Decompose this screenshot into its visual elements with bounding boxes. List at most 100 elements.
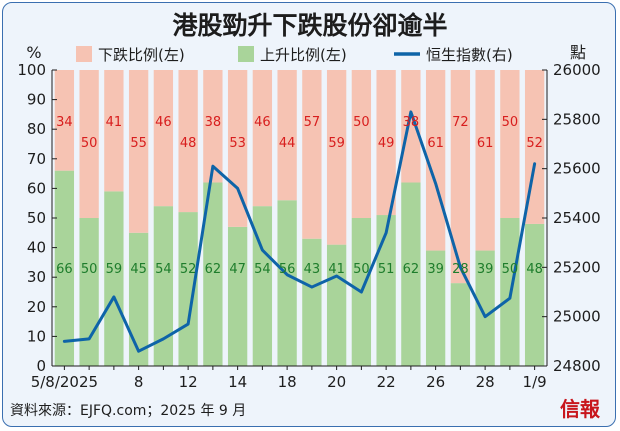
bar-up [277, 200, 297, 366]
up-value-label: 47 [229, 262, 246, 277]
down-value-label: 61 [427, 136, 444, 151]
left-tick-label: 20 [27, 298, 46, 316]
down-value-label: 72 [452, 115, 469, 130]
bar-up [54, 170, 75, 366]
down-value-label: 48 [180, 136, 197, 151]
bar-up [203, 182, 223, 366]
down-value-label: 52 [526, 136, 543, 151]
bar-down [302, 70, 322, 239]
x-tick-label: 12 [179, 373, 198, 391]
bar-up [104, 191, 124, 366]
up-value-label: 52 [180, 262, 197, 277]
bar-down [203, 70, 223, 183]
down-value-label: 57 [304, 115, 321, 130]
legend-swatch [76, 46, 92, 62]
up-value-label: 54 [155, 262, 172, 277]
down-value-label: 38 [205, 115, 222, 130]
x-tick-label: 1/9 [523, 373, 547, 391]
down-value-label: 55 [130, 136, 147, 151]
bar-down [326, 70, 347, 245]
right-tick-label: 26000 [553, 61, 601, 79]
up-value-label: 66 [56, 262, 73, 277]
bar-up [401, 182, 421, 366]
x-tick-label: 8 [134, 373, 144, 391]
down-value-label: 49 [378, 136, 395, 151]
bar-up [376, 215, 396, 366]
up-value-label: 39 [427, 262, 444, 277]
down-value-label: 61 [477, 136, 494, 151]
bar-down [401, 70, 421, 183]
bar-up [475, 250, 495, 366]
down-value-label: 50 [81, 136, 98, 151]
up-value-label: 28 [452, 262, 469, 277]
down-value-label: 59 [328, 136, 345, 151]
left-tick-label: 10 [27, 327, 46, 345]
bar-down [450, 70, 471, 284]
x-tick-label: 22 [377, 373, 396, 391]
right-tick-label: 25800 [553, 110, 601, 128]
bar-down [500, 70, 520, 218]
left-tick-label: 100 [17, 61, 46, 79]
down-value-label: 44 [279, 136, 296, 151]
up-value-label: 50 [81, 262, 98, 277]
up-value-label: 62 [403, 262, 420, 277]
bar-up [450, 283, 471, 366]
up-value-label: 39 [477, 262, 494, 277]
bar-down [128, 70, 149, 233]
bar-down [104, 70, 124, 192]
bar-down [178, 70, 198, 213]
left-tick-label: 50 [27, 209, 46, 227]
left-axis-unit: % [26, 43, 41, 62]
bar-down [277, 70, 297, 201]
legend: 下跌比例(左) 上升比例(左) 恒生指數(右) [76, 46, 513, 64]
up-value-label: 43 [304, 262, 321, 277]
bar-up [425, 250, 446, 366]
left-tick-label: 70 [27, 150, 46, 168]
bar-down [252, 70, 273, 207]
x-tick-label: 5/8/2025 [31, 373, 98, 391]
up-value-label: 56 [279, 262, 296, 277]
bar-down [227, 70, 248, 227]
right-tick-label: 25200 [553, 258, 601, 276]
right-tick-label: 25400 [553, 209, 601, 227]
legend-label: 下跌比例(左) [98, 46, 185, 64]
right-axis-unit: 點 [570, 43, 586, 62]
down-value-label: 46 [254, 115, 271, 130]
bar-up [524, 223, 545, 366]
x-tick-label: 18 [278, 373, 297, 391]
down-value-label: 53 [229, 136, 246, 151]
bar-up [227, 226, 248, 366]
down-value-label: 41 [106, 115, 123, 130]
bar-up [153, 206, 174, 366]
left-tick-label: 40 [27, 239, 46, 257]
bar-up [252, 206, 273, 366]
bar-down [153, 70, 174, 207]
left-tick-label: 30 [27, 268, 46, 286]
x-tick-label: 20 [327, 373, 346, 391]
bar-up [128, 232, 149, 366]
index-line-path [62, 110, 537, 353]
down-value-label: 46 [155, 115, 172, 130]
up-value-label: 59 [106, 262, 123, 277]
bar-down [54, 70, 75, 171]
bar-down [425, 70, 446, 251]
down-value-label: 38 [403, 115, 420, 130]
bars [54, 70, 545, 366]
up-value-label: 50 [502, 262, 519, 277]
data-labels: 66 34 50 50 59 41 45 55 54 46 52 48 62 38 47 53 54 46 56 44… [56, 115, 543, 277]
left-tick-label: 0 [36, 357, 46, 375]
logo: 信報 [560, 397, 601, 421]
source-note: 資料來源：EJFQ.com；2025 年 9 月 [10, 403, 246, 419]
down-value-label: 34 [56, 115, 73, 130]
up-value-label: 48 [526, 262, 543, 277]
axes: 0 10 20 30 40 50 60 70 80 90 100 24800 25000 25200 254… [17, 61, 600, 391]
legend-swatch [238, 46, 254, 62]
x-tick-label: 14 [228, 373, 247, 391]
down-value-label: 50 [353, 115, 370, 130]
bar-up [302, 238, 322, 366]
right-tick-label: 25000 [553, 308, 601, 326]
left-tick-label: 60 [27, 179, 46, 197]
bar-up [326, 244, 347, 366]
index-line [62, 110, 537, 353]
